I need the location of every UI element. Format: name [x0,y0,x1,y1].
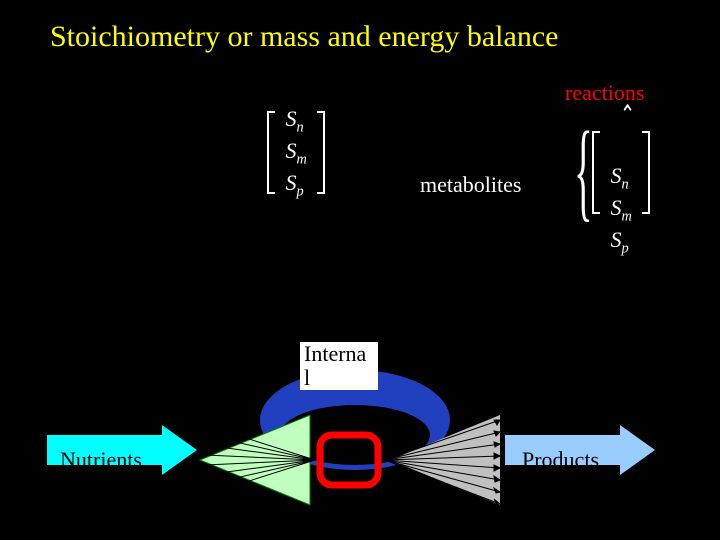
matrix-left: Sn Sm Sp [265,105,327,201]
nutrients-label: Nutrients [60,447,142,473]
matrix-left-row-1: Sm [286,137,307,169]
matrix-right-row-0: Sn [611,162,632,194]
left-bracket-close [315,110,327,195]
right-bracket-close [640,130,652,215]
matrix-right: Sn Sm Sp [590,130,652,258]
internal-label: Interna l [300,342,378,390]
matrix-right-row-2: Sp [611,226,632,258]
matrix-left-row-2: Sp [286,169,307,201]
left-bracket-open [265,110,277,195]
page-title: Stoichiometry or mass and energy balance [50,20,558,54]
products-label: Products [522,447,599,473]
reactions-tick-icon: ⌃ [620,100,635,132]
matrix-left-row-0: Sn [286,105,307,137]
right-bracket-open [590,130,602,215]
metabolites-label: metabolites [420,172,521,198]
matrix-right-row-1: Sm [611,194,632,226]
